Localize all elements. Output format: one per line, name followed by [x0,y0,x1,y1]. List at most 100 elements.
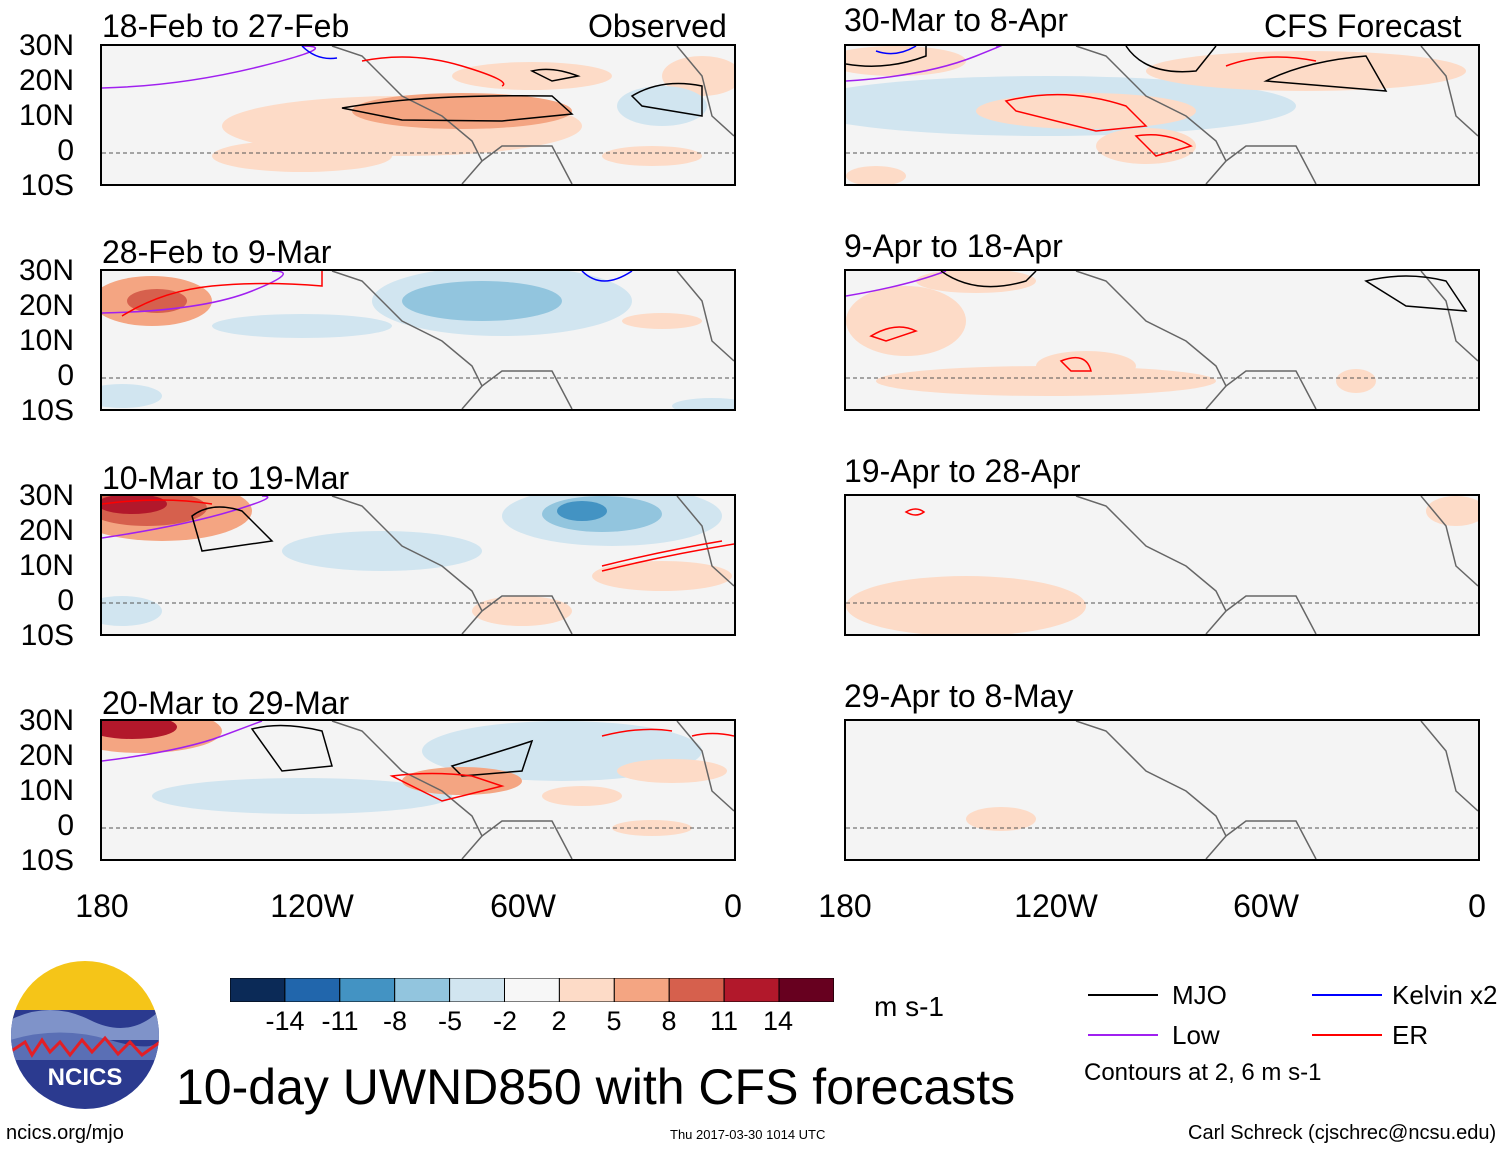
figure-title: 10-day UWND850 with CFS forecasts [176,1060,1015,1114]
wind-anomaly [212,314,392,338]
coastline [1076,721,1478,859]
wind-anomaly [592,561,732,591]
panel-title: 18-Feb to 27-Feb [102,10,349,42]
logo-text: NCICS [48,1064,123,1091]
lon-label: 60W [1233,890,1299,922]
lat-label: 30N [4,481,74,511]
colorbar-label: 14 [763,1008,793,1035]
map-panel-5 [844,44,1480,186]
colorbar-label: 2 [551,1008,566,1035]
map-plot [846,271,1478,409]
colorbar-label: 8 [661,1008,676,1035]
colorbar-label: -2 [493,1008,517,1035]
colorbar-label: -11 [321,1008,358,1035]
panel-title: 20-Mar to 29-Mar [102,687,349,719]
lat-label: 30N [4,256,74,286]
lat-label: 20N [4,516,74,546]
colorbar-label: 5 [606,1008,621,1035]
wind-anomaly [602,146,702,166]
colorbar-swatch [395,978,450,1002]
lat-label: 0 [4,136,74,166]
legend-line-low [1088,1034,1158,1036]
lat-label: 0 [4,586,74,616]
wind-anomaly [352,93,572,129]
lat-label: 30N [4,31,74,61]
lon-label: 0 [724,890,742,922]
panel-title: 30-Mar to 8-Apr [844,4,1068,36]
colorbar-swatch [230,978,285,1002]
cfs-forecast-label: CFS Forecast [1264,10,1461,42]
colorbar-label: -8 [383,1008,407,1035]
wind-anomaly [916,271,1036,293]
observed-label: Observed [588,10,727,42]
wind-anomaly [966,807,1036,831]
colorbar-swatch [340,978,395,1002]
map-panel-3 [100,494,736,636]
coastline [1076,496,1478,634]
ncics-logo: NCICS [10,960,160,1110]
footer-link[interactable]: ncics.org/mjo [6,1122,124,1145]
lat-label: 10S [4,396,74,426]
footer-author: Carl Schreck (cjschrec@ncsu.edu) [1188,1122,1496,1145]
wind-anomaly [846,286,966,356]
wind-anomaly [212,140,392,172]
panel-title: 10-Mar to 19-Mar [102,462,349,494]
legend-label: MJO [1172,982,1227,1008]
wind-anomaly [1336,369,1376,393]
map-panel-6 [844,269,1480,411]
wind-anomaly [472,596,572,626]
contour-low [102,46,315,88]
map-plot [846,721,1478,859]
wind-anomaly [102,596,162,626]
colorbar [230,978,834,1002]
footer-timestamp: Thu 2017-03-30 1014 UTC [670,1127,825,1142]
panel-title: 19-Apr to 28-Apr [844,455,1081,487]
panel-title: 9-Apr to 18-Apr [844,230,1063,262]
wind-anomaly [976,93,1196,129]
lat-label: 20N [4,741,74,771]
lat-label: 10N [4,551,74,581]
contour-mjo [252,725,332,771]
contour-mjo [1366,276,1466,311]
map-plot [846,496,1478,634]
contour-note: Contours at 2, 6 m s-1 [1084,1060,1321,1086]
colorbar-swatch [285,978,340,1002]
colorbar-swatch [505,978,560,1002]
lat-label: 10S [4,171,74,201]
map-panel-8 [844,719,1480,861]
lon-label: 120W [1014,890,1098,922]
legend-line-kelvin [1312,994,1382,996]
wind-anomaly [846,576,1086,634]
colorbar-label: -14 [265,1008,304,1035]
wind-anomaly [542,786,622,806]
lon-label: 0 [1468,890,1486,922]
lat-label: 20N [4,291,74,321]
lon-label: 120W [270,890,354,922]
lat-label: 0 [4,811,74,841]
lat-label: 20N [4,66,74,96]
colorbar-swatch [724,978,779,1002]
ncics-logo-graphic: NCICS [10,960,160,1110]
legend-line-mjo [1088,994,1158,996]
wind-anomaly [557,501,607,521]
contour-er [906,509,924,515]
lat-label: 10N [4,101,74,131]
wind-anomaly [1036,351,1136,381]
legend-label: Kelvin x2 [1392,982,1498,1008]
wind-anomaly [617,759,727,783]
colorbar-swatch [779,978,834,1002]
wind-anomaly [102,384,162,408]
lat-label: 0 [4,361,74,391]
map-plot [102,46,734,184]
panel-title: 28-Feb to 9-Mar [102,236,331,268]
wind-anomaly [402,281,562,321]
lat-label: 30N [4,706,74,736]
lat-label: 10N [4,326,74,356]
wind-anomaly [846,166,906,184]
lon-label: 60W [490,890,556,922]
map-panel-4 [100,719,736,861]
map-panel-7 [844,494,1480,636]
colorbar-swatch [669,978,724,1002]
wind-anomaly [622,313,702,329]
wind-anomaly [617,86,707,126]
